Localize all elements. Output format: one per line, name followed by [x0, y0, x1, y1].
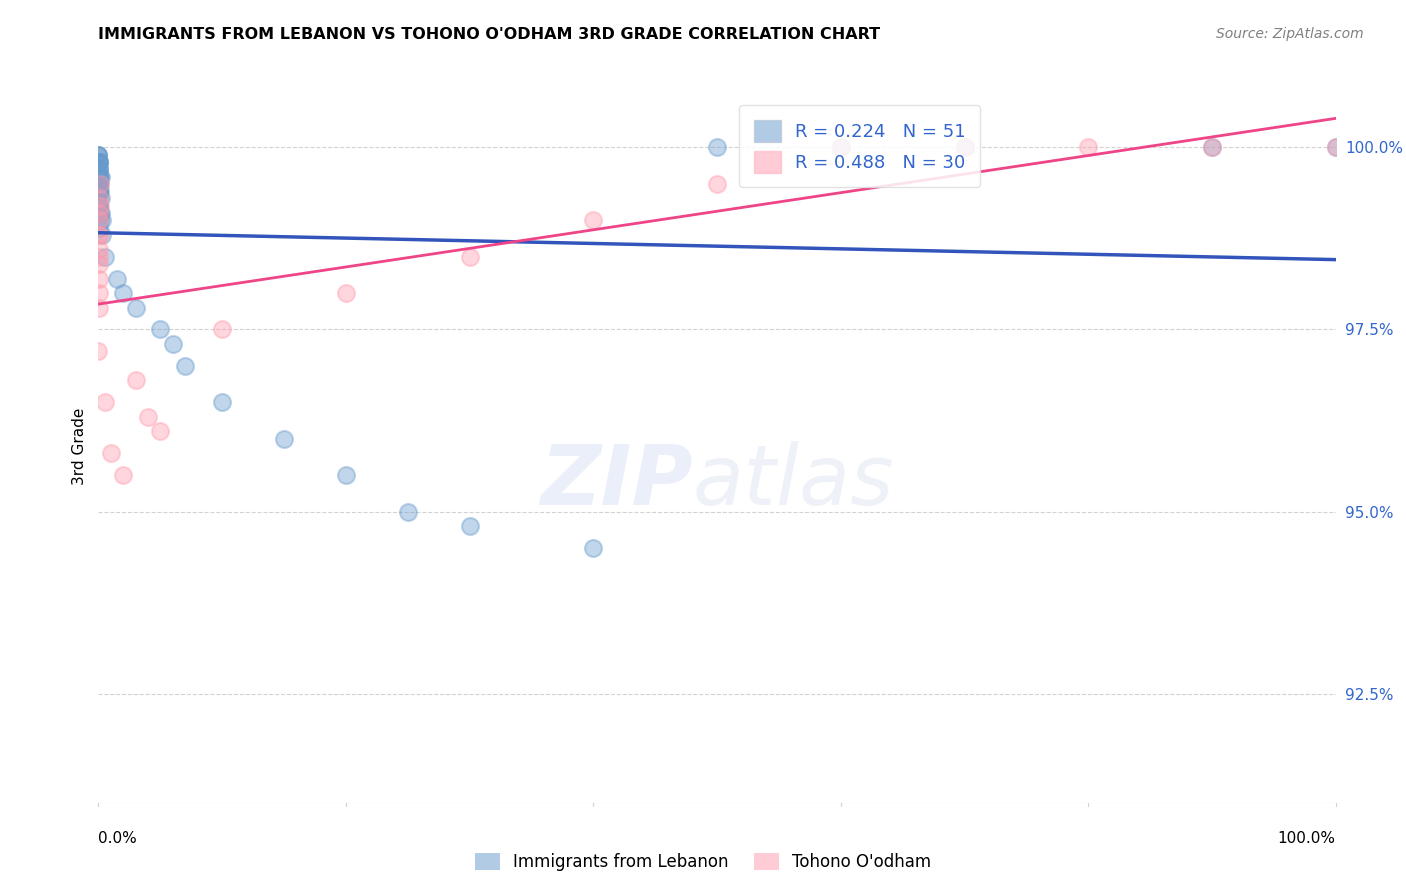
Y-axis label: 3rd Grade: 3rd Grade	[72, 408, 87, 484]
Point	[100, 446, 122, 460]
Point	[89, 199, 111, 213]
Point	[87, 206, 110, 220]
Point	[335, 468, 357, 483]
Point	[87, 147, 110, 161]
Point	[87, 257, 110, 271]
Point	[706, 140, 728, 154]
Point	[87, 169, 110, 184]
Point	[396, 504, 419, 518]
Point	[87, 243, 110, 257]
Point	[162, 337, 184, 351]
Point	[89, 206, 111, 220]
Point	[90, 213, 112, 227]
Point	[87, 199, 110, 213]
Point	[830, 140, 852, 154]
Point	[273, 432, 295, 446]
Point	[87, 155, 110, 169]
Point	[211, 395, 233, 409]
Point	[90, 169, 112, 184]
Point	[90, 206, 112, 220]
Text: ZIP: ZIP	[540, 442, 692, 522]
Point	[87, 162, 110, 177]
Point	[87, 155, 110, 169]
Point	[582, 541, 605, 555]
Point	[87, 206, 110, 220]
Point	[89, 286, 111, 301]
Point	[89, 301, 111, 315]
Point	[1324, 140, 1347, 154]
Point	[87, 147, 110, 161]
Point	[87, 184, 110, 198]
Point	[87, 177, 110, 191]
Point	[112, 286, 135, 301]
Point	[105, 271, 128, 285]
Point	[149, 425, 172, 439]
Point	[149, 322, 172, 336]
Point	[87, 344, 110, 359]
Legend: Immigrants from Lebanon, Tohono O'odham: Immigrants from Lebanon, Tohono O'odham	[467, 845, 939, 880]
Point	[89, 169, 111, 184]
Point	[87, 162, 110, 177]
Text: 100.0%: 100.0%	[1278, 831, 1336, 847]
Point	[458, 519, 481, 533]
Point	[211, 322, 233, 336]
Text: atlas: atlas	[692, 442, 894, 522]
Point	[89, 191, 111, 205]
Point	[1201, 140, 1223, 154]
Point	[89, 271, 111, 285]
Point	[87, 227, 110, 242]
Point	[124, 374, 146, 388]
Text: IMMIGRANTS FROM LEBANON VS TOHONO O'ODHAM 3RD GRADE CORRELATION CHART: IMMIGRANTS FROM LEBANON VS TOHONO O'ODHA…	[98, 27, 880, 42]
Point	[89, 177, 111, 191]
Point	[87, 220, 110, 235]
Point	[112, 468, 135, 483]
Point	[335, 286, 357, 301]
Point	[87, 184, 110, 198]
Point	[87, 199, 110, 213]
Point	[89, 250, 111, 264]
Point	[93, 250, 115, 264]
Point	[1324, 140, 1347, 154]
Point	[93, 395, 115, 409]
Point	[136, 409, 159, 424]
Point	[582, 213, 605, 227]
Point	[87, 169, 110, 184]
Point	[124, 301, 146, 315]
Point	[87, 155, 110, 169]
Point	[174, 359, 197, 373]
Point	[87, 147, 110, 161]
Point	[89, 213, 111, 227]
Point	[89, 199, 111, 213]
Text: Source: ZipAtlas.com: Source: ZipAtlas.com	[1216, 27, 1364, 41]
Point	[90, 191, 112, 205]
Point	[458, 250, 481, 264]
Point	[87, 177, 110, 191]
Point	[87, 191, 110, 205]
Point	[953, 140, 976, 154]
Point	[830, 140, 852, 154]
Text: 0.0%: 0.0%	[98, 831, 138, 847]
Point	[89, 184, 111, 198]
Point	[89, 177, 111, 191]
Legend: R = 0.224   N = 51, R = 0.488   N = 30: R = 0.224 N = 51, R = 0.488 N = 30	[740, 105, 980, 187]
Point	[87, 213, 110, 227]
Point	[89, 162, 111, 177]
Point	[89, 184, 111, 198]
Point	[1201, 140, 1223, 154]
Point	[706, 177, 728, 191]
Point	[89, 227, 111, 242]
Point	[90, 227, 112, 242]
Point	[1077, 140, 1099, 154]
Point	[953, 140, 976, 154]
Point	[87, 155, 110, 169]
